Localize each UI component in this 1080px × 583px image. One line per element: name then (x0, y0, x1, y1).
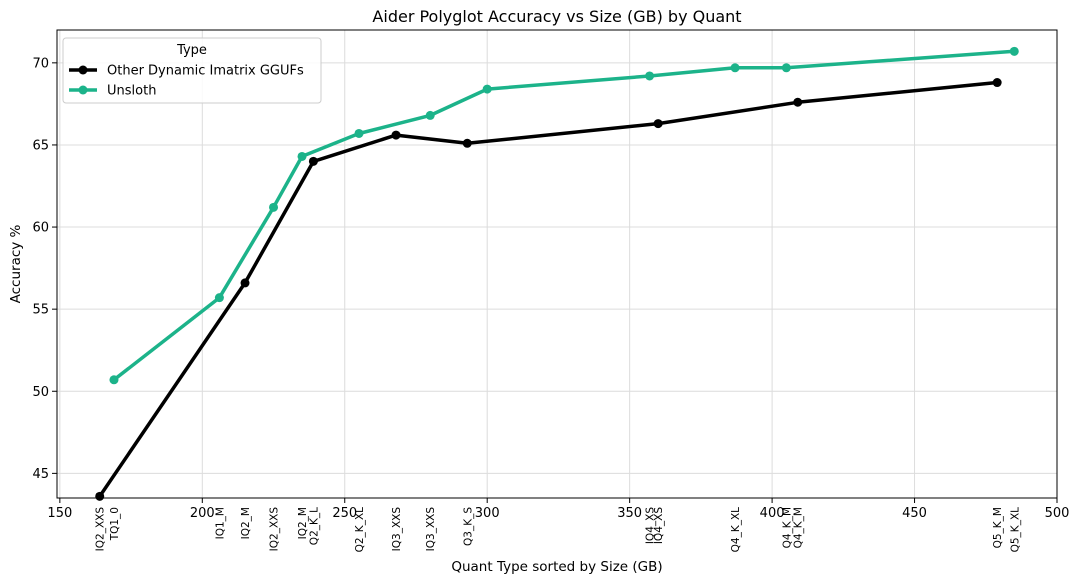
y-tick-label: 45 (32, 467, 49, 482)
y-tick-label: 70 (32, 56, 49, 71)
quant-type-label: IQ2_XXS (95, 507, 107, 552)
data-point (653, 119, 663, 129)
series-layer (95, 46, 1019, 501)
quant-type-label: Q5_K_XL (1009, 507, 1021, 553)
legend-box (62, 37, 322, 104)
data-point (308, 156, 318, 166)
x-tick-label: 250 (332, 506, 357, 521)
data-point (214, 293, 224, 303)
legend-title: Type (176, 43, 207, 58)
x-tick-label: 450 (902, 506, 927, 521)
quant-type-label: Q2_K_XL (354, 507, 366, 553)
data-point (269, 202, 279, 212)
quant-type-label: IQ2_M (240, 507, 252, 539)
plot-frame (56, 29, 1058, 499)
quant-type-label: Q3_K_S (462, 507, 474, 546)
quant-type-label: IQ4_XS (653, 507, 665, 544)
x-tick-label: 500 (1045, 506, 1070, 521)
grid-layer (57, 30, 1058, 498)
y-tick-label: 65 (32, 138, 49, 153)
y-tick-label: 50 (32, 385, 49, 400)
y-tick-label: 60 (32, 221, 49, 236)
quant-type-label: Q5_K_M (992, 507, 1004, 548)
data-point (95, 491, 105, 501)
data-point (425, 110, 435, 120)
data-point (730, 63, 740, 73)
quant-type-label: IQ2_XXS (269, 507, 281, 552)
data-point (354, 128, 364, 138)
quant-type-label: IQ4_XS (645, 507, 657, 544)
quant-type-label: Q4_K_XL (730, 507, 742, 553)
data-point (297, 151, 307, 161)
x-tick-label: 300 (475, 506, 500, 521)
data-point (462, 138, 472, 148)
chart-title: Aider Polyglot Accuracy vs Size (GB) by … (372, 7, 741, 26)
data-point (645, 71, 655, 81)
legend-swatch-marker (78, 85, 88, 95)
quant-type-label: IQ2_M (297, 507, 309, 539)
x-axis-label: Quant Type sorted by Size (GB) (451, 559, 662, 575)
quant-type-label: TQ1_0 (109, 507, 121, 541)
data-point (240, 278, 250, 288)
quant-labels: IQ2_XXS TQ1_0 IQ1_M IQ2_M IQ2_XXS IQ2_M Q2_K_L… (95, 507, 1022, 553)
legend-label: Unsloth (107, 84, 156, 99)
data-point (781, 63, 791, 73)
legend-entry: Other Dynamic Imatrix GGUFs (69, 64, 304, 79)
quant-type-label: Q2_K_L (308, 507, 320, 545)
data-point (992, 78, 1002, 88)
legend-label: Other Dynamic Imatrix GGUFs (107, 64, 304, 79)
quant-type-label: Q4_K_M (793, 507, 805, 548)
data-point (793, 97, 803, 107)
data-point (109, 375, 119, 385)
series-1 (109, 46, 1019, 385)
data-point (482, 84, 492, 94)
legend-entry: Unsloth (69, 84, 156, 99)
quant-type-label: IQ1_M (214, 507, 226, 539)
legend-swatch-marker (78, 65, 88, 75)
y-axis-label: Accuracy % (8, 224, 24, 303)
x-tick-label: 350 (617, 506, 642, 521)
quant-type-label: IQ3_XXS (425, 507, 437, 552)
x-tick-label: 200 (190, 506, 215, 521)
data-point (1009, 46, 1019, 56)
quant-type-label: IQ3_XXS (391, 507, 403, 552)
y-tick-label: 55 (32, 303, 49, 318)
ticks-layer: 150 200 250 300 350 400 450 500 45 50 55 60 65 70 (32, 56, 1069, 521)
legend: Type Other Dynamic Imatrix GGUFs Unsloth (62, 37, 322, 104)
series-line (97, 80, 999, 499)
quant-type-label: Q4_K_M (781, 507, 793, 548)
x-tick-label: 400 (760, 506, 785, 521)
series-0 (95, 78, 1002, 501)
legend-entries: Other Dynamic Imatrix GGUFs Unsloth (69, 64, 304, 99)
x-tick-label: 150 (47, 506, 72, 521)
data-point (391, 130, 401, 140)
